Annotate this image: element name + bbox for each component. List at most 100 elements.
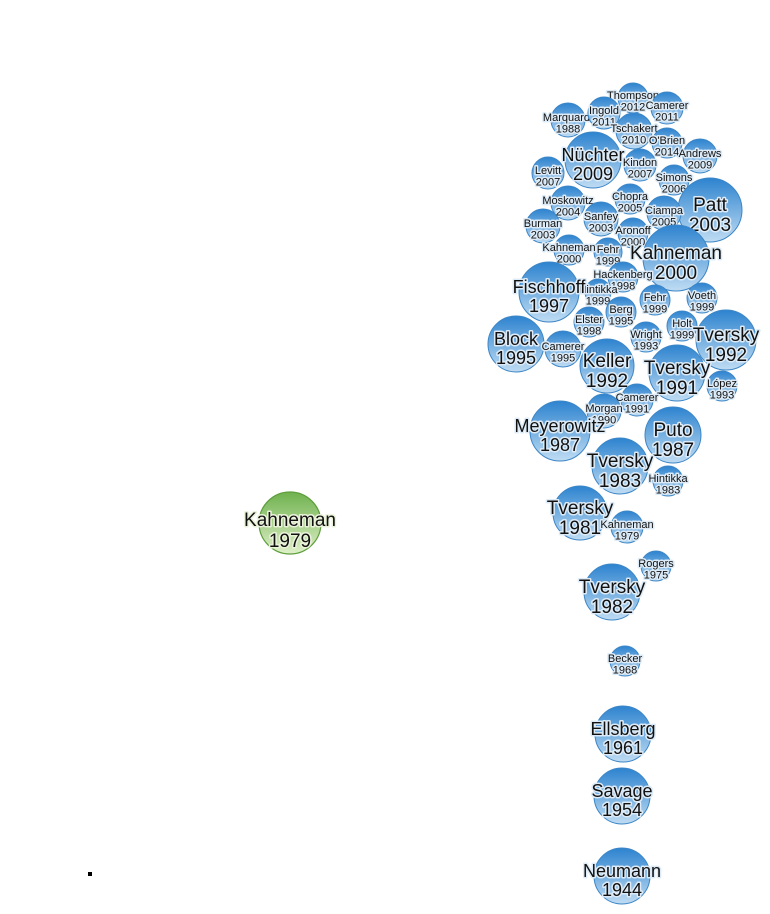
paper-node-circle[interactable] xyxy=(593,767,651,825)
paper-node-circle[interactable] xyxy=(658,164,690,196)
paper-node-circle[interactable] xyxy=(593,847,651,905)
paper-node-circle[interactable] xyxy=(586,393,622,429)
paper-node-circle[interactable] xyxy=(583,201,619,237)
paper-node-circle[interactable] xyxy=(487,315,545,373)
paper-node-circle[interactable] xyxy=(682,138,718,174)
paper-node-circle[interactable] xyxy=(666,310,698,342)
paper-node-circle[interactable] xyxy=(550,185,586,221)
paper-node-circle[interactable] xyxy=(644,406,702,464)
focus-paper-circle[interactable] xyxy=(258,491,322,555)
paper-node-circle[interactable] xyxy=(544,330,582,368)
paper-node-year: 1944 xyxy=(602,880,642,900)
paper-node-circle[interactable] xyxy=(648,344,706,402)
paper-node-circle[interactable] xyxy=(594,705,652,763)
paper-node-circle[interactable] xyxy=(623,148,657,182)
paper-node-year: 2009 xyxy=(688,160,712,172)
paper-node-circle[interactable] xyxy=(615,112,653,150)
paper-node-circle[interactable] xyxy=(529,400,591,462)
paper-node-circle[interactable] xyxy=(564,131,622,189)
paper-node-circle[interactable] xyxy=(650,91,684,125)
paper-node-circle[interactable] xyxy=(591,437,649,495)
paper-node-circle[interactable] xyxy=(642,224,710,292)
paper-node-circle[interactable] xyxy=(609,645,641,677)
paper-node-circle[interactable] xyxy=(614,183,646,215)
paper-node-circle[interactable] xyxy=(652,465,684,497)
focus-paper-node[interactable]: Kahneman 1979 xyxy=(243,491,337,555)
paper-node-circle[interactable] xyxy=(651,127,683,159)
paper-node-circle[interactable] xyxy=(552,485,608,541)
paper-node-circle[interactable] xyxy=(610,510,644,544)
paper-node-circle[interactable] xyxy=(620,383,654,417)
paper-node-circle[interactable] xyxy=(605,296,637,328)
paper-node-circle[interactable] xyxy=(579,338,635,394)
paper-node-circle[interactable] xyxy=(695,309,757,371)
paper-node-circle[interactable] xyxy=(518,261,580,323)
paper-node-circle[interactable] xyxy=(617,217,649,249)
paper-node-circle[interactable] xyxy=(587,96,621,130)
paper-node-circle[interactable] xyxy=(584,278,612,306)
paper-node-circle[interactable] xyxy=(550,102,586,138)
paper-node-circle[interactable] xyxy=(553,234,585,266)
paper-node-circle[interactable] xyxy=(525,208,561,244)
paper-node-circle[interactable] xyxy=(639,284,671,316)
paper-node-circle[interactable] xyxy=(706,370,738,402)
paper-node-circle[interactable] xyxy=(640,550,672,582)
paper-node-circle[interactable] xyxy=(593,237,623,267)
paper-node-circle[interactable] xyxy=(630,321,662,353)
paper-node-circle[interactable] xyxy=(531,156,565,190)
paper-node-circle[interactable] xyxy=(573,306,605,338)
paper-node-circle[interactable] xyxy=(686,282,718,314)
paper-node-circle[interactable] xyxy=(583,563,641,621)
paper-node-circle[interactable] xyxy=(607,261,639,293)
